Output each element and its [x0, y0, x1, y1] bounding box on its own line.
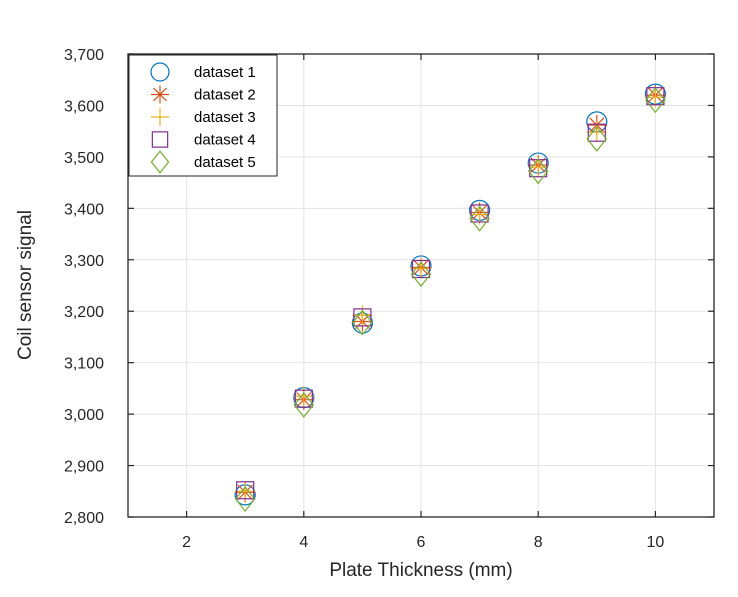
y-tick-label: 3,100	[64, 356, 104, 373]
y-tick-label: 3,400	[64, 201, 104, 218]
square-marker-icon	[470, 204, 489, 223]
x-tick-label: 10	[647, 534, 665, 551]
square-marker-icon	[236, 481, 255, 500]
diamond-marker-icon	[410, 261, 432, 288]
y-tick-label: 3,200	[64, 304, 104, 321]
legend-box	[128, 54, 278, 177]
square-marker-icon	[151, 131, 169, 148]
asterisk-marker-icon	[151, 85, 169, 104]
plus-marker-icon	[293, 386, 314, 407]
square-marker-icon	[587, 123, 606, 142]
x-tick-label: 4	[299, 534, 308, 551]
diamond-marker-icon	[352, 309, 373, 336]
x-tick-label: 6	[417, 534, 426, 551]
legend-item: dataset 1	[150, 62, 256, 82]
legend-item: dataset 4	[151, 131, 256, 149]
diamond-marker-icon	[293, 391, 315, 418]
legend-item-label: dataset 2	[194, 87, 256, 104]
legend-item: dataset 2	[151, 85, 256, 104]
plus-marker-icon	[151, 108, 169, 126]
y-tick-label: 2,900	[64, 459, 104, 476]
x-axis-label: Plate Thickness (mm)	[329, 560, 512, 581]
diamond-marker-icon	[150, 150, 170, 174]
square-marker-icon	[294, 389, 313, 408]
y-tick-label: 3,000	[64, 407, 104, 424]
y-tick-label: 3,300	[64, 253, 104, 270]
legend: dataset 1 dataset 2 dataset 3 dataset 4 data…	[128, 54, 278, 177]
y-tick-labels: 2,800 2,900 3,000 3,100 3,200 3,300 3,400 3,500…	[64, 47, 104, 527]
legend-item-label: dataset 1	[194, 64, 256, 81]
plus-marker-icon	[586, 122, 607, 143]
legend-item: dataset 5	[150, 150, 256, 174]
x-tick-labels: 2 4 6 8 10	[182, 534, 664, 551]
circle-marker-icon	[150, 62, 170, 82]
x-tick-label: 8	[534, 534, 543, 551]
legend-item-label: dataset 5	[194, 154, 256, 171]
diamond-marker-icon	[527, 158, 549, 185]
x-tick-label: 2	[182, 534, 191, 551]
data-points	[234, 83, 667, 512]
square-marker-icon	[411, 259, 431, 279]
y-axis-label: Coil sensor signal	[15, 210, 36, 360]
legend-item-label: dataset 4	[194, 132, 256, 149]
y-tick-label: 2,800	[64, 510, 104, 527]
diamond-marker-icon	[234, 486, 256, 512]
plus-marker-icon	[235, 481, 256, 502]
diamond-marker-icon	[586, 125, 608, 152]
square-marker-icon	[353, 308, 372, 327]
diamond-marker-icon	[469, 205, 490, 232]
y-tick-label: 3,500	[64, 150, 104, 167]
diamond-marker-icon	[645, 87, 666, 114]
legend-item: dataset 3	[151, 108, 256, 126]
y-tick-label: 3,700	[64, 47, 104, 64]
legend-item-label: dataset 3	[194, 109, 256, 126]
y-tick-label: 3,600	[64, 98, 104, 115]
